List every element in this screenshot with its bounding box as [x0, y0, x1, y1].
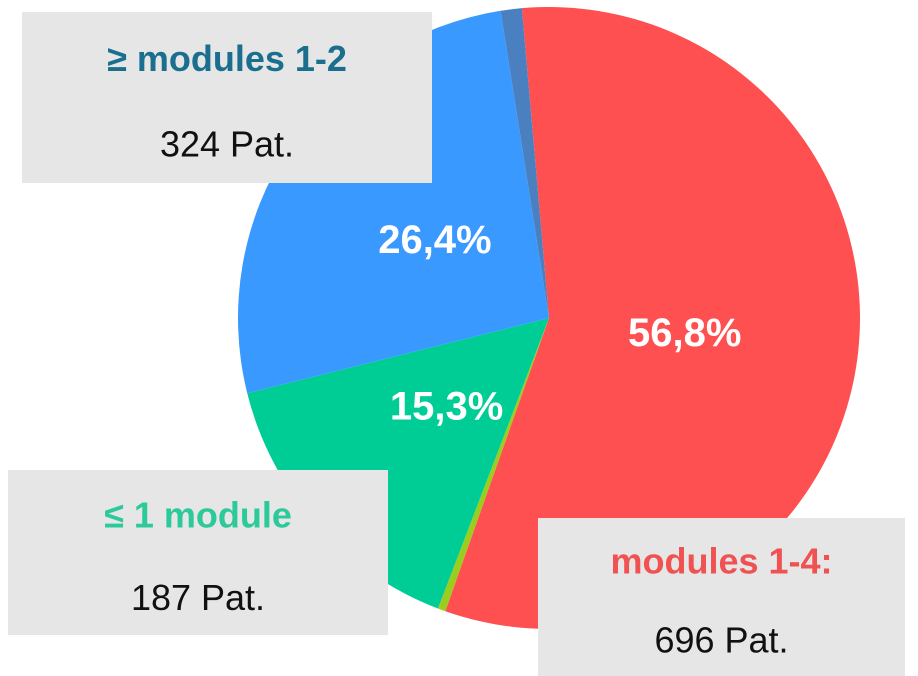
pie-slice [437, 318, 549, 612]
callout-title: ≤ 1 module [104, 494, 292, 535]
callout-title: modules 1-4: [610, 540, 832, 581]
callout-box [8, 470, 388, 635]
callout-box [538, 518, 905, 676]
slice-label: 56,8% [628, 311, 741, 355]
pie-slice [445, 7, 860, 630]
callout-title: ≥ modules 1-2 [107, 38, 347, 79]
callout-count: 696 Pat. [654, 619, 788, 660]
callout-count: 187 Pat. [131, 577, 265, 618]
pie-slice [237, 10, 549, 394]
callout-count: 324 Pat. [160, 124, 294, 165]
pie-slice [247, 318, 549, 609]
callout-box [22, 12, 432, 183]
slice-label: 26,4% [378, 218, 491, 262]
pie-slice [500, 8, 549, 319]
slice-label: 15,3% [390, 384, 503, 428]
